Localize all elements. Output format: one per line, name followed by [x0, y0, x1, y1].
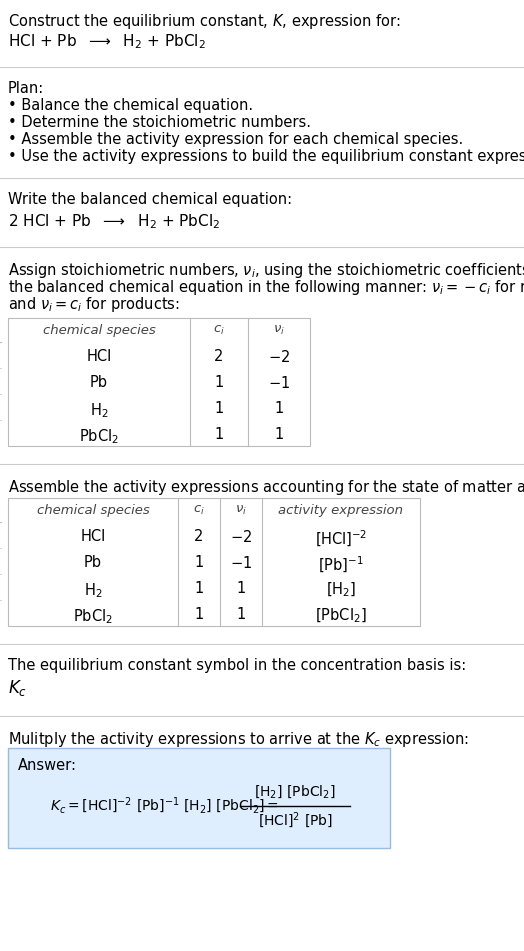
- Text: $c_i$: $c_i$: [213, 324, 225, 337]
- Text: [H$_2$]: [H$_2$]: [326, 581, 356, 599]
- Text: • Assemble the activity expression for each chemical species.: • Assemble the activity expression for e…: [8, 132, 463, 147]
- Text: $-2$: $-2$: [268, 349, 290, 365]
- Text: HCl + Pb  $\longrightarrow$  H$_2$ + PbCl$_2$: HCl + Pb $\longrightarrow$ H$_2$ + PbCl$…: [8, 32, 206, 50]
- Text: 1: 1: [194, 555, 204, 570]
- Text: Assign stoichiometric numbers, $\nu_i$, using the stoichiometric coefficients, $: Assign stoichiometric numbers, $\nu_i$, …: [8, 261, 524, 280]
- Text: chemical species: chemical species: [37, 504, 149, 517]
- Text: PbCl$_2$: PbCl$_2$: [79, 427, 119, 446]
- Text: 2 HCl + Pb  $\longrightarrow$  H$_2$ + PbCl$_2$: 2 HCl + Pb $\longrightarrow$ H$_2$ + PbC…: [8, 212, 221, 231]
- FancyBboxPatch shape: [8, 498, 420, 626]
- Text: the balanced chemical equation in the following manner: $\nu_i = -c_i$ for react: the balanced chemical equation in the fo…: [8, 278, 524, 297]
- Text: Pb: Pb: [90, 375, 108, 390]
- Text: $K_c = [\mathrm{HCl}]^{-2}\ [\mathrm{Pb}]^{-1}\ [\mathrm{H_2}]\ [\mathrm{PbCl_2}: $K_c = [\mathrm{HCl}]^{-2}\ [\mathrm{Pb}…: [50, 796, 279, 816]
- Text: 1: 1: [275, 401, 283, 416]
- Text: The equilibrium constant symbol in the concentration basis is:: The equilibrium constant symbol in the c…: [8, 658, 466, 673]
- Text: Plan:: Plan:: [8, 81, 44, 96]
- Text: Mulitply the activity expressions to arrive at the $K_c$ expression:: Mulitply the activity expressions to arr…: [8, 730, 469, 749]
- Text: 1: 1: [236, 607, 246, 622]
- Text: $c_i$: $c_i$: [193, 504, 205, 517]
- Text: HCl: HCl: [86, 349, 112, 364]
- Text: [HCl]$^{-2}$: [HCl]$^{-2}$: [315, 529, 367, 549]
- Text: 1: 1: [275, 427, 283, 442]
- FancyBboxPatch shape: [8, 318, 310, 446]
- Text: [PbCl$_2$]: [PbCl$_2$]: [315, 607, 367, 626]
- Text: 1: 1: [236, 581, 246, 596]
- Text: Write the balanced chemical equation:: Write the balanced chemical equation:: [8, 192, 292, 207]
- Text: $K_c$: $K_c$: [8, 678, 27, 698]
- Text: HCl: HCl: [80, 529, 106, 544]
- Text: and $\nu_i = c_i$ for products:: and $\nu_i = c_i$ for products:: [8, 295, 180, 314]
- Text: 2: 2: [194, 529, 204, 544]
- Text: chemical species: chemical species: [42, 324, 156, 337]
- Text: Assemble the activity expressions accounting for the state of matter and $\nu_i$: Assemble the activity expressions accoun…: [8, 478, 524, 497]
- Text: $-2$: $-2$: [230, 529, 252, 545]
- Text: 1: 1: [214, 401, 224, 416]
- Text: 1: 1: [194, 581, 204, 596]
- Text: $\nu_i$: $\nu_i$: [273, 324, 285, 337]
- Text: • Determine the stoichiometric numbers.: • Determine the stoichiometric numbers.: [8, 115, 311, 130]
- Text: [Pb]$^{-1}$: [Pb]$^{-1}$: [318, 555, 364, 575]
- Text: activity expression: activity expression: [278, 504, 403, 517]
- Text: $\nu_i$: $\nu_i$: [235, 504, 247, 517]
- Text: 1: 1: [194, 607, 204, 622]
- FancyBboxPatch shape: [8, 748, 390, 848]
- Text: 1: 1: [214, 427, 224, 442]
- Text: H$_2$: H$_2$: [84, 581, 102, 600]
- Text: Pb: Pb: [84, 555, 102, 570]
- Text: 1: 1: [214, 375, 224, 390]
- Text: $-1$: $-1$: [230, 555, 252, 571]
- Text: $[\mathrm{H_2}]\ [\mathrm{PbCl_2}]$: $[\mathrm{H_2}]\ [\mathrm{PbCl_2}]$: [254, 784, 336, 801]
- Text: $[\mathrm{HCl}]^2\ [\mathrm{Pb}]$: $[\mathrm{HCl}]^2\ [\mathrm{Pb}]$: [257, 810, 332, 830]
- Text: Construct the equilibrium constant, $K$, expression for:: Construct the equilibrium constant, $K$,…: [8, 12, 401, 31]
- Text: • Use the activity expressions to build the equilibrium constant expression.: • Use the activity expressions to build …: [8, 149, 524, 164]
- Text: • Balance the chemical equation.: • Balance the chemical equation.: [8, 98, 253, 113]
- Text: $-1$: $-1$: [268, 375, 290, 391]
- Text: H$_2$: H$_2$: [90, 401, 108, 419]
- Text: 2: 2: [214, 349, 224, 364]
- Text: Answer:: Answer:: [18, 758, 77, 773]
- Text: PbCl$_2$: PbCl$_2$: [73, 607, 113, 626]
